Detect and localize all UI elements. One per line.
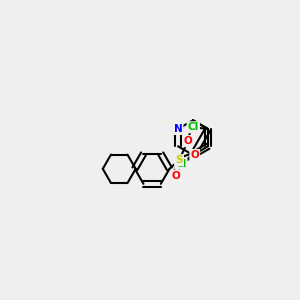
Text: O: O (171, 171, 180, 181)
Text: S: S (176, 155, 183, 165)
Text: O: O (183, 136, 192, 146)
Text: N: N (174, 124, 182, 134)
Text: Cl: Cl (188, 122, 199, 132)
Text: O: O (190, 150, 199, 160)
Text: Cl: Cl (175, 159, 187, 169)
